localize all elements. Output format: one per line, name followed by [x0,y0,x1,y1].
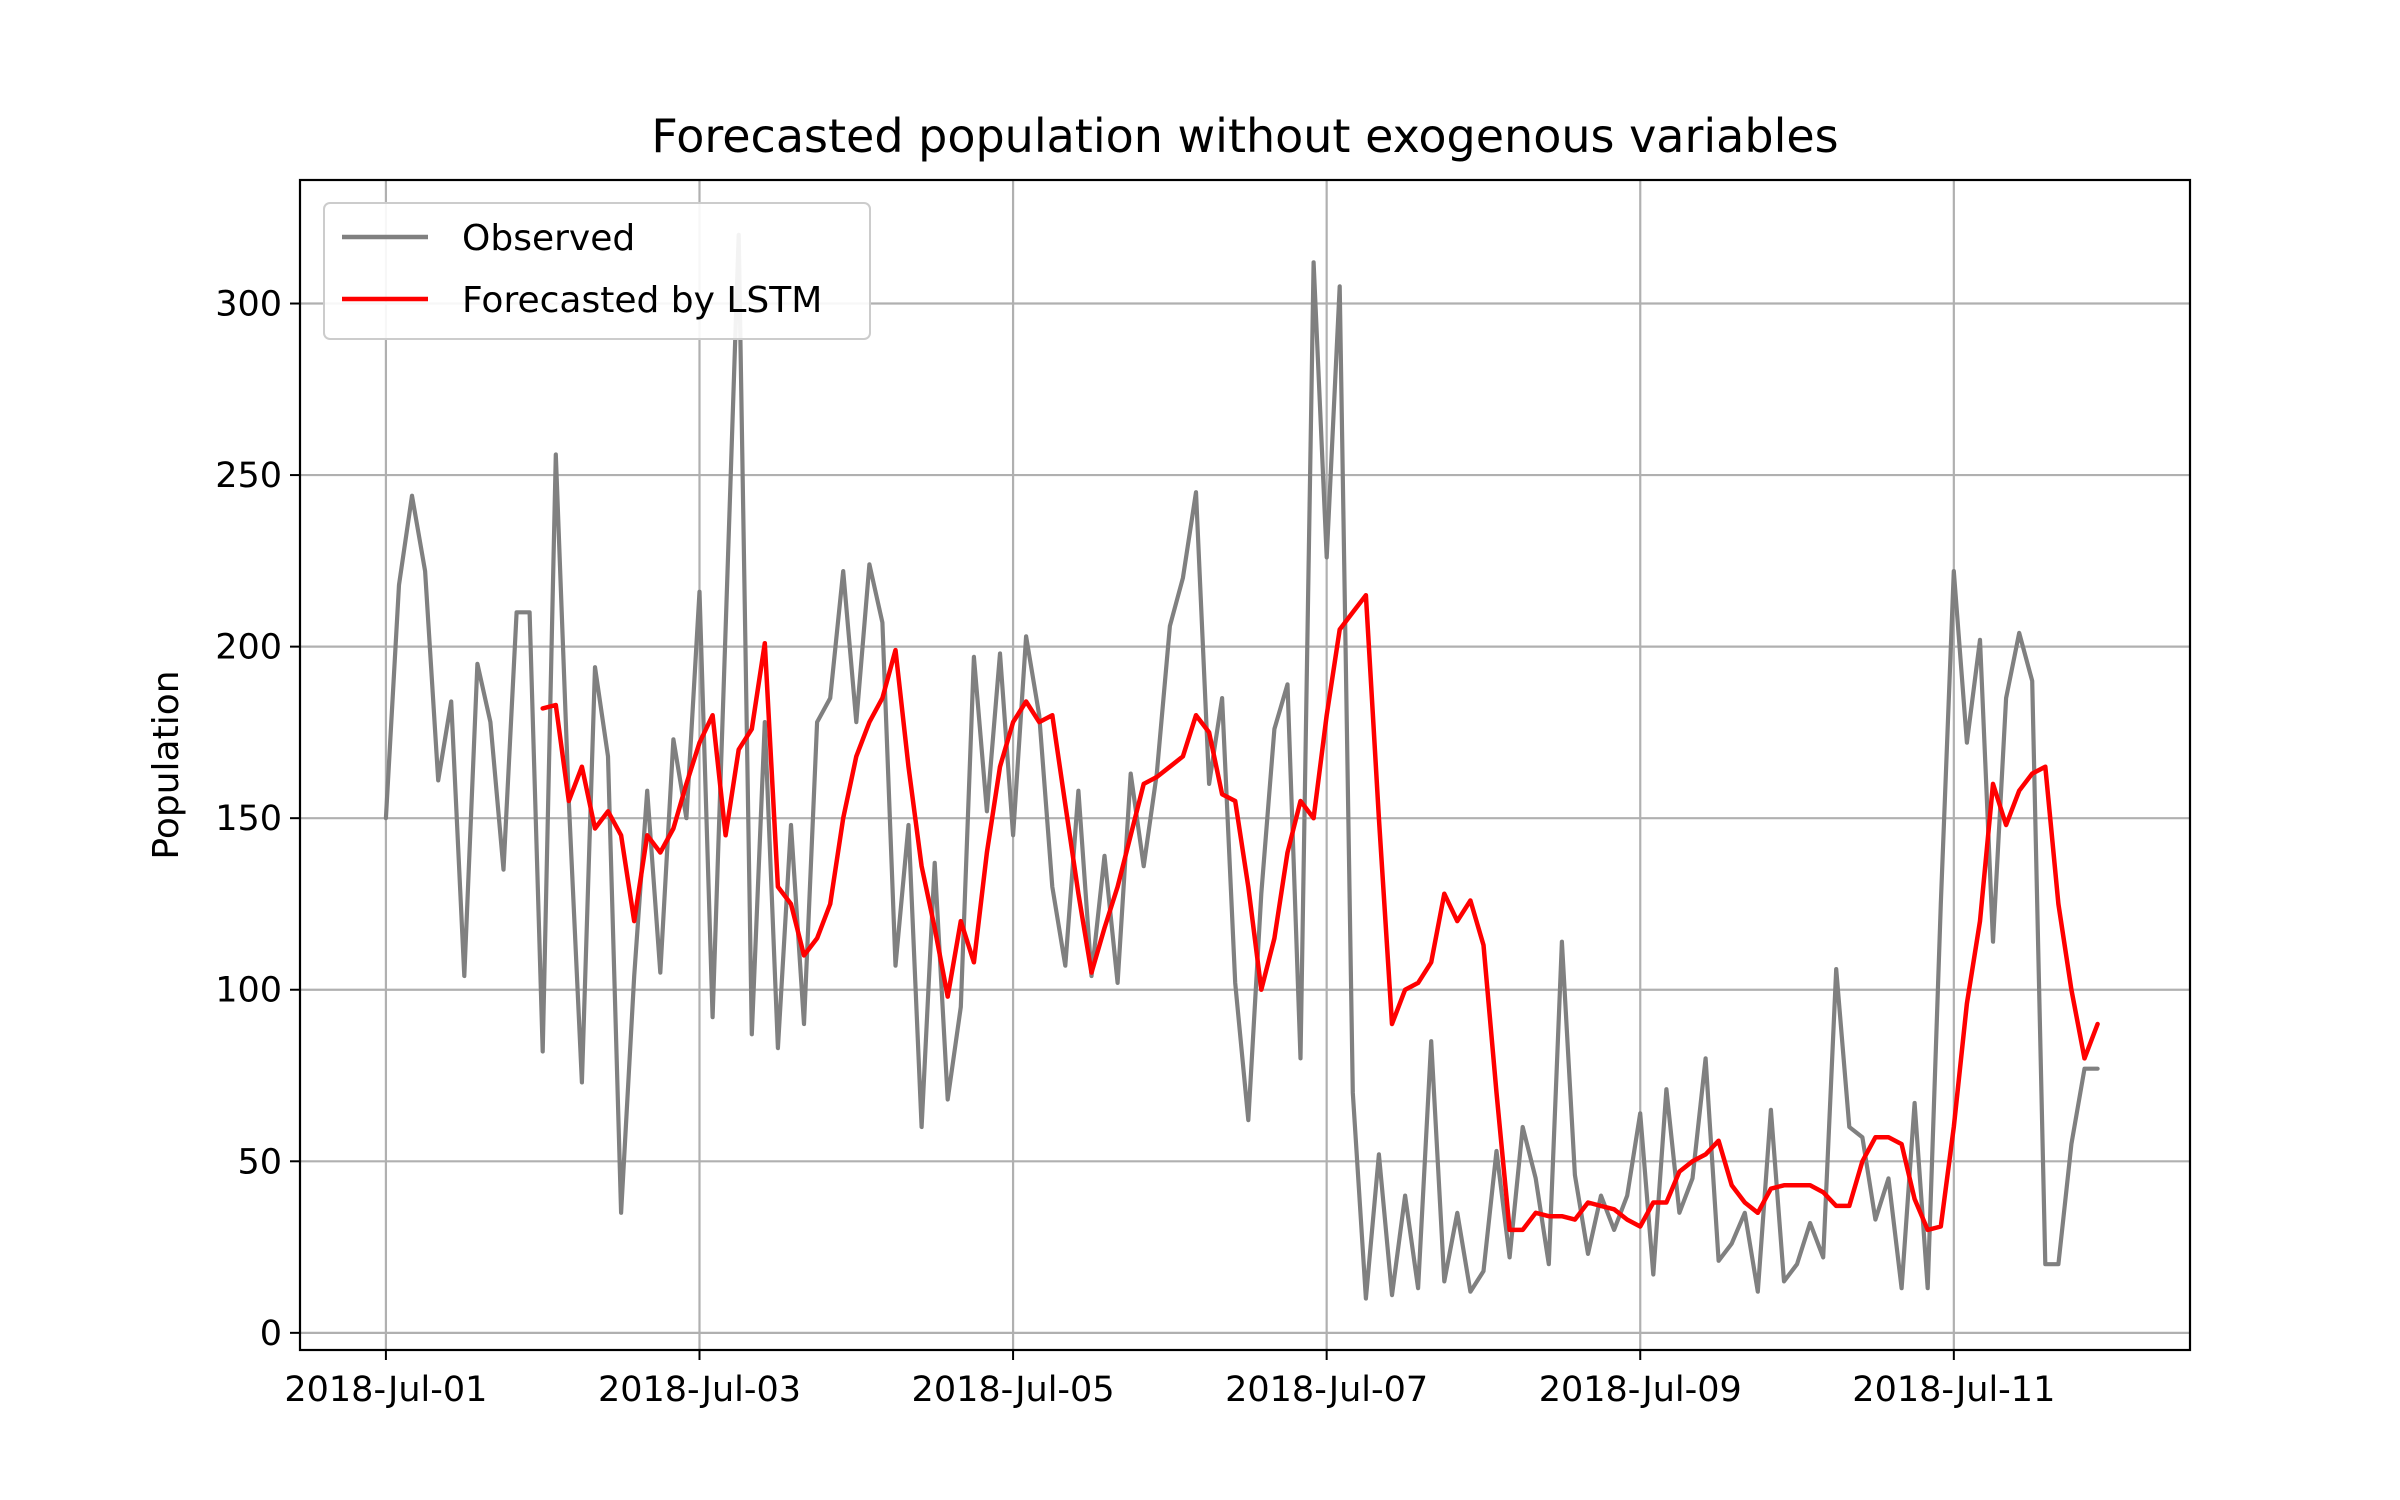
legend: Observed Forecasted by LSTM [323,202,871,340]
y-tick-label: 200 [215,628,282,668]
y-tick-label: 150 [215,799,282,839]
y-tick-label: 100 [215,971,282,1011]
y-tick-label: 0 [260,1314,282,1354]
series-layer [383,232,2100,1301]
x-tick-label: 2018-Jul-05 [912,1370,1115,1410]
x-tick-label: 2018-Jul-11 [1852,1370,2055,1410]
y-tick-label: 50 [237,1142,282,1182]
x-axis: 2018-Jul-01 2018-Jul-03 2018-Jul-05 2018-Ju… [284,1350,2055,1410]
y-tick-label: 300 [215,285,282,325]
x-tick-label: 2018-Jul-09 [1539,1370,1742,1410]
x-tick-label: 2018-Jul-03 [598,1370,801,1410]
chart-title: Forecasted population without exogenous … [651,109,1838,163]
legend-box [323,202,871,340]
series-line-forecast [540,592,2100,1233]
plot-frame [298,178,2192,1352]
x-tick-label: 2018-Jul-07 [1225,1370,1428,1410]
y-axis-label: Population [146,670,187,859]
y-axis: 0 50 100 150 200 250 300 [215,285,300,1354]
legend-label-forecast: Forecasted by LSTM [462,280,822,321]
series-line-observed [383,232,2100,1301]
legend-label-observed: Observed [462,218,635,259]
y-tick-label: 250 [215,456,282,496]
x-tick-label: 2018-Jul-01 [284,1370,487,1410]
